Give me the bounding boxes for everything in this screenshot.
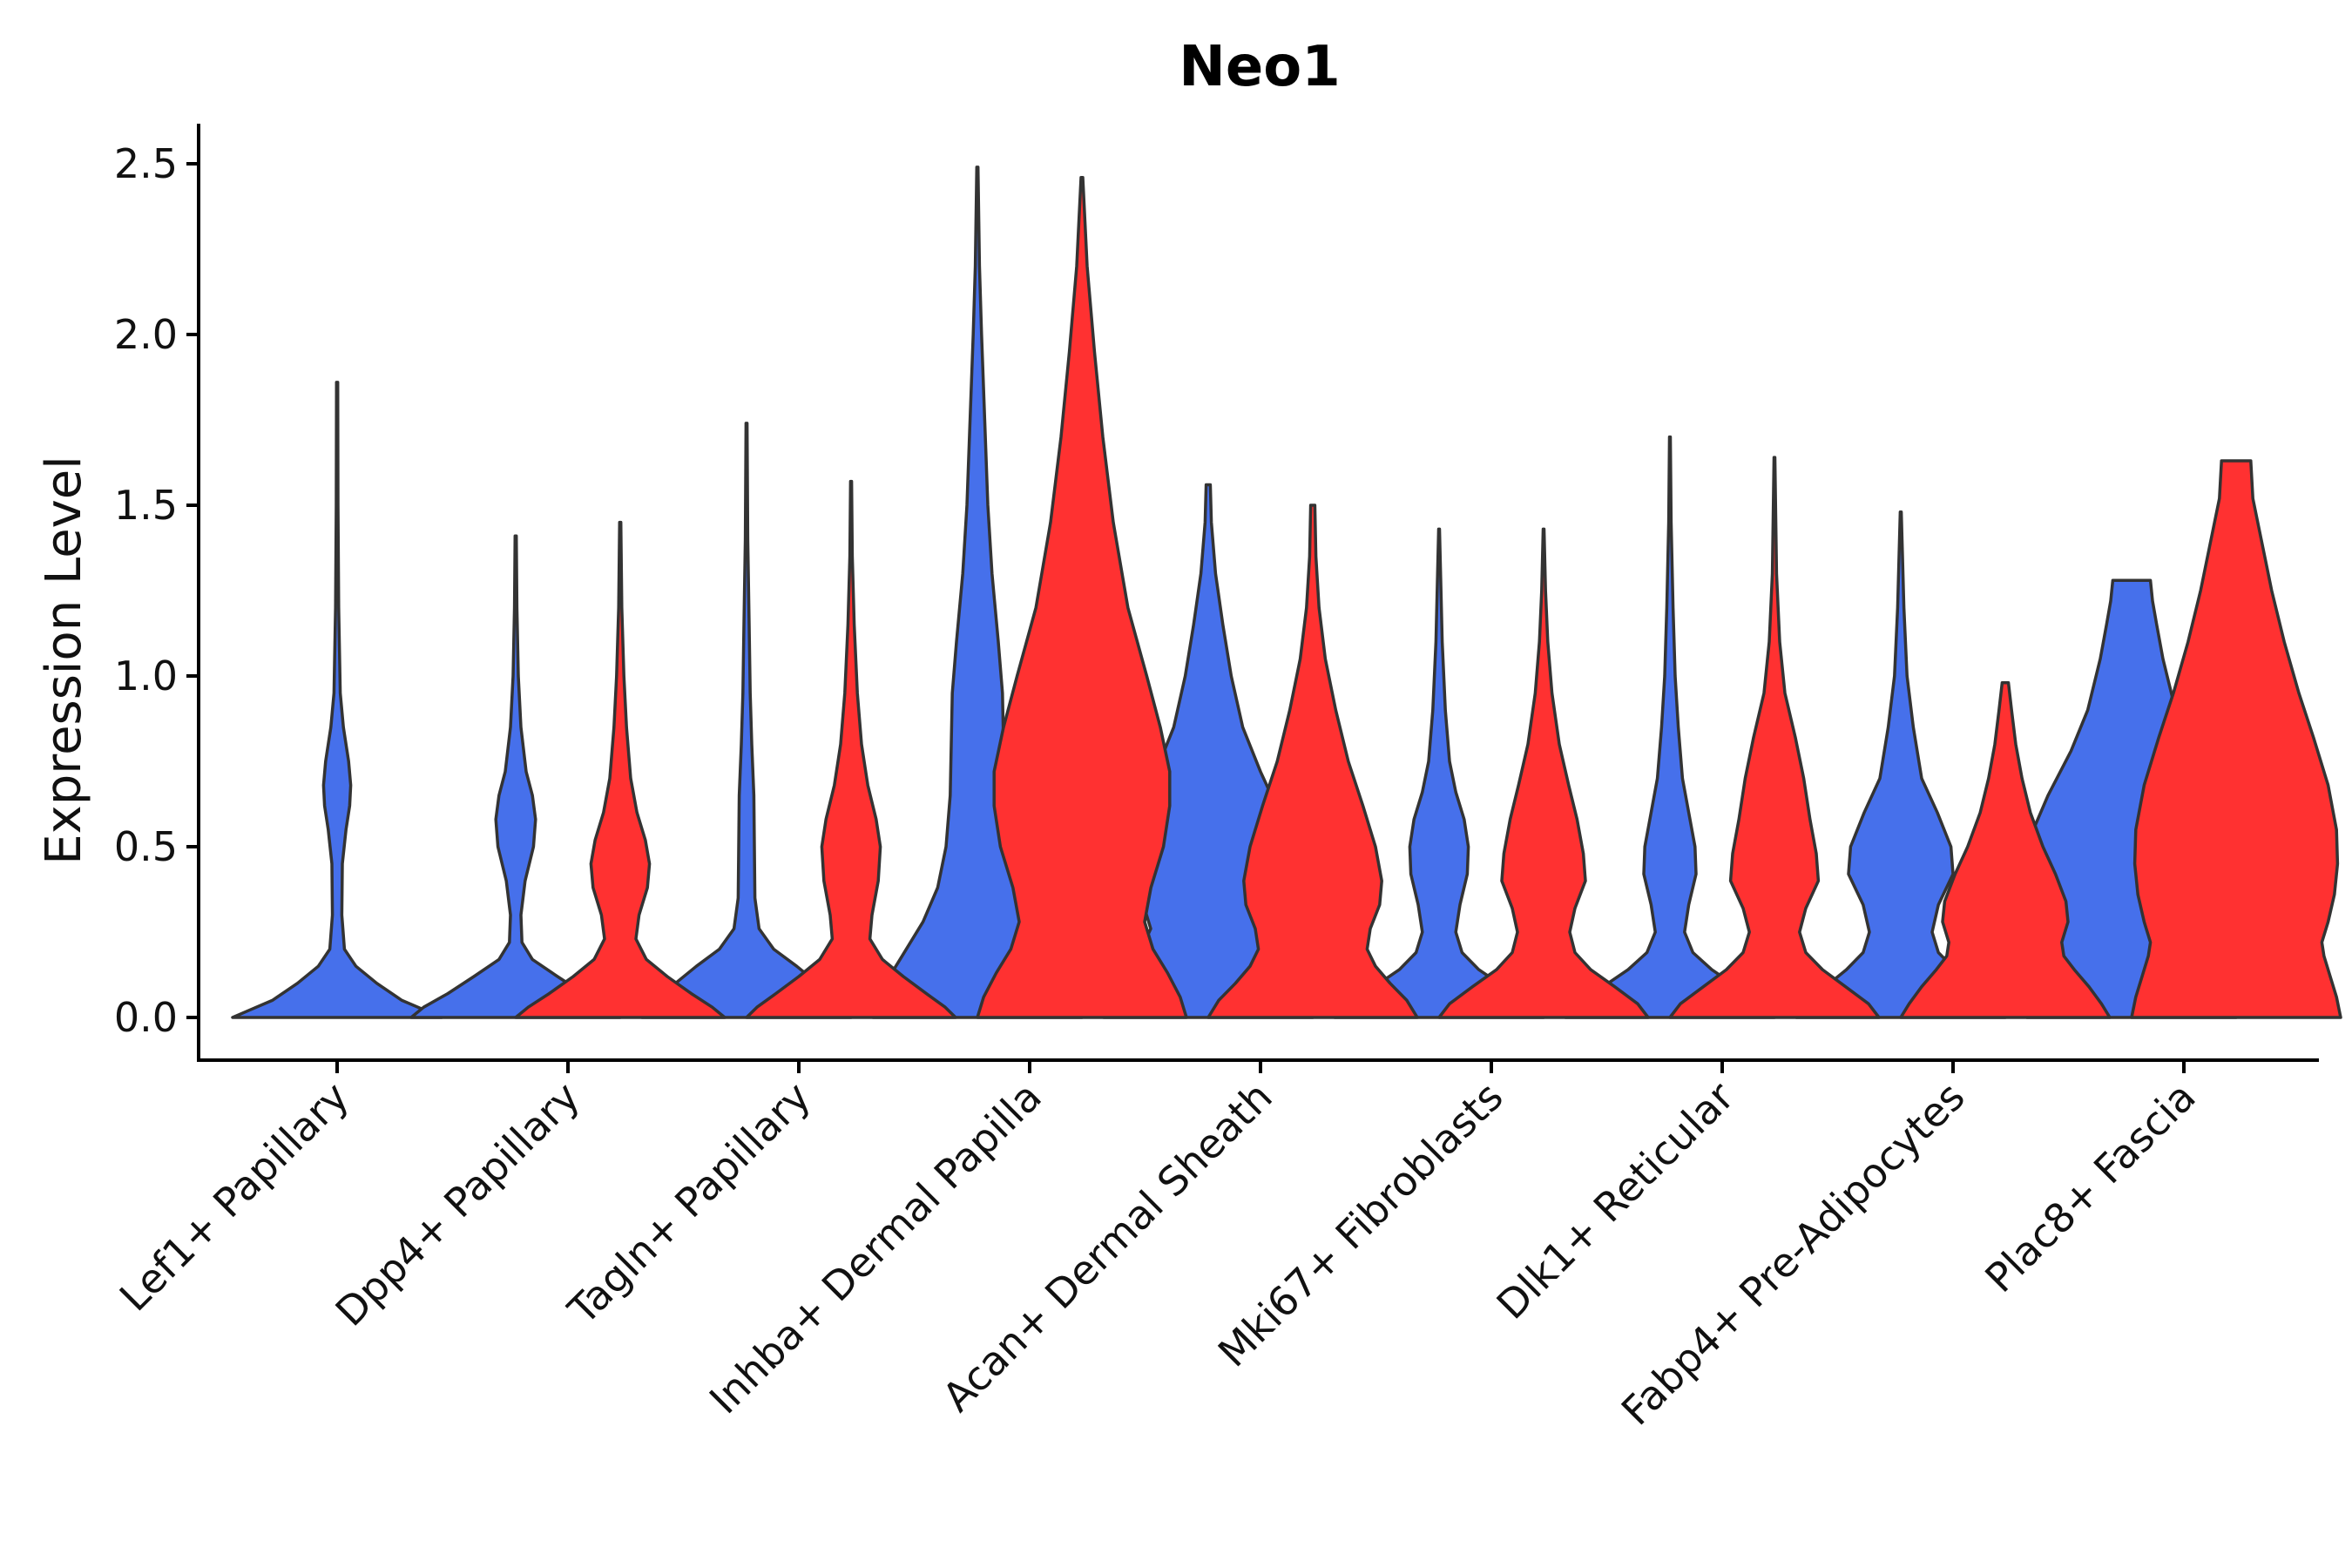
chart-title: Neo1 [1179,35,1340,99]
y-tick-label: 1.5 [114,482,178,529]
y-tick-label: 0.5 [114,823,178,870]
violins-layer [231,166,2342,1019]
axes [197,124,2319,1062]
x-tick-label: Tagln+ Papillary [558,1073,820,1335]
y-tick-label: 2.0 [114,311,178,358]
violin-group-2-6 [1668,456,1881,1019]
violin-group-2-3 [976,175,1188,1019]
y-tick-label: 2.5 [114,140,178,187]
violin-group-2-4 [1206,504,1419,1019]
x-tick-label: Dpp4+ Papillary [327,1073,589,1335]
violin-group-1-0 [231,381,443,1019]
y-tick-label: 1.0 [114,652,178,700]
y-tick-label: 0.0 [114,994,178,1041]
violin-group-2-5 [1437,527,1650,1019]
y-ticks: 0.0 0.5 1.0 1.5 2.0 2.5 [114,140,199,1041]
violin-group-1-2 [640,422,853,1019]
x-tick-label: Plac8+ Fascia [1976,1073,2204,1301]
violin-group-1-1 [409,534,622,1019]
violin-group-2-7 [1899,681,2112,1019]
x-tick-label: Lef1+ Papillary [111,1073,358,1321]
x-tick-label: Dlk1+ Reticular [1488,1073,1743,1328]
violin-group-1-6 [1564,435,1776,1019]
violin-group-1-7 [1794,510,2007,1019]
y-axis-title: Expression Level [36,456,92,865]
violin-group-1-5 [1333,527,1545,1019]
violin-group-2-8 [2130,459,2342,1019]
violin-group-2-1 [514,520,727,1019]
violin-group-2-2 [745,479,957,1019]
